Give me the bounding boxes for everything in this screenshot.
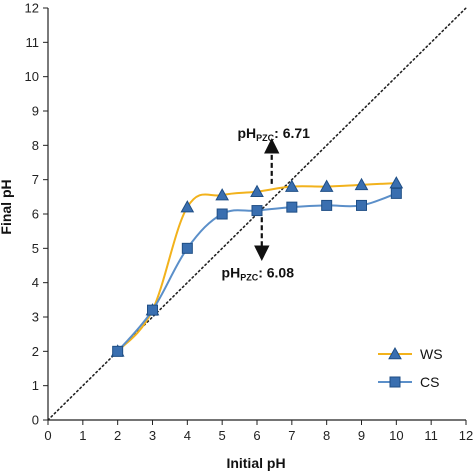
data-point-cs <box>147 304 158 316</box>
data-point-ws <box>284 179 299 192</box>
x-tick-label: 1 <box>79 428 86 443</box>
y-axis-label: Final pH <box>0 179 14 234</box>
data-point-ws <box>180 200 195 213</box>
pzc-label-cs: pHPZC: 6.08 <box>222 264 295 282</box>
y-tick-label: 1 <box>32 378 39 393</box>
x-tick-label: 6 <box>253 428 260 443</box>
pzc-label-ws: pHPZC: 6.71 <box>237 125 310 143</box>
data-point-cs <box>286 201 298 213</box>
x-tick-label: 3 <box>149 428 156 443</box>
y-tick-label: 2 <box>32 344 39 359</box>
y-tick-label: 4 <box>32 275 39 290</box>
annotation-pzc-cs: pHPZC: 6.08 <box>222 217 295 282</box>
pzc-label-subscript: PZC <box>240 272 259 282</box>
data-point-ws <box>250 184 264 197</box>
data-point-cs <box>356 199 367 211</box>
y-tick-label: 0 <box>32 413 39 428</box>
legend-marker <box>389 376 401 388</box>
x-tick-label: 11 <box>424 428 438 443</box>
legend: WS CS <box>378 346 443 390</box>
x-tick-label: 12 <box>459 428 473 443</box>
x-tick-label: 0 <box>44 428 51 443</box>
x-tick-label: 7 <box>288 428 295 443</box>
x-tick-label: 4 <box>184 428 191 443</box>
y-axis-label-group: Final pH <box>0 179 14 234</box>
series-layer <box>110 176 404 357</box>
data-point-cs <box>112 345 124 357</box>
y-tick-label: 3 <box>32 310 39 325</box>
legend-label: CS <box>420 374 439 390</box>
data-point-ws <box>354 177 369 191</box>
x-tick-label: 9 <box>358 428 365 443</box>
data-point-cs <box>321 199 333 211</box>
series-cs <box>112 187 402 357</box>
y-tick-label: 7 <box>32 172 39 187</box>
pzc-label-subscript: PZC <box>256 133 275 143</box>
legend-marker <box>388 346 402 360</box>
data-point-ws <box>319 179 334 192</box>
y-tick-label: 9 <box>32 104 39 119</box>
annotation-pzc-ws: pHPZC: 6.71 <box>237 125 310 184</box>
legend-label: WS <box>420 346 443 362</box>
y-tick-label: 10 <box>25 69 39 84</box>
x-tick-label: 2 <box>114 428 121 443</box>
data-point-cs <box>251 205 263 217</box>
data-point-cs <box>181 242 193 254</box>
y-tick-label: 5 <box>32 241 39 256</box>
x-tick-label: 10 <box>389 428 403 443</box>
y-tick-label: 11 <box>26 35 40 50</box>
y-tick-label: 6 <box>32 207 39 222</box>
y-tick-label: 12 <box>25 1 39 16</box>
x-tick-label: 5 <box>219 428 226 443</box>
pzc-label-value: : 6.08 <box>258 264 294 280</box>
pzc-label-prefix: pH <box>222 264 241 280</box>
legend-item-cs: CS <box>378 374 439 390</box>
data-point-ws <box>215 188 230 201</box>
data-point-cs <box>390 187 402 199</box>
x-axis-label: Initial pH <box>226 455 285 471</box>
x-tick-label: 8 <box>323 428 330 443</box>
data-point-cs <box>216 208 228 220</box>
pzc-label-value: : 6.71 <box>274 125 310 141</box>
y-tick-label: 8 <box>32 138 39 153</box>
legend-item-ws: WS <box>378 346 443 362</box>
pzc-label-prefix: pH <box>237 125 256 141</box>
